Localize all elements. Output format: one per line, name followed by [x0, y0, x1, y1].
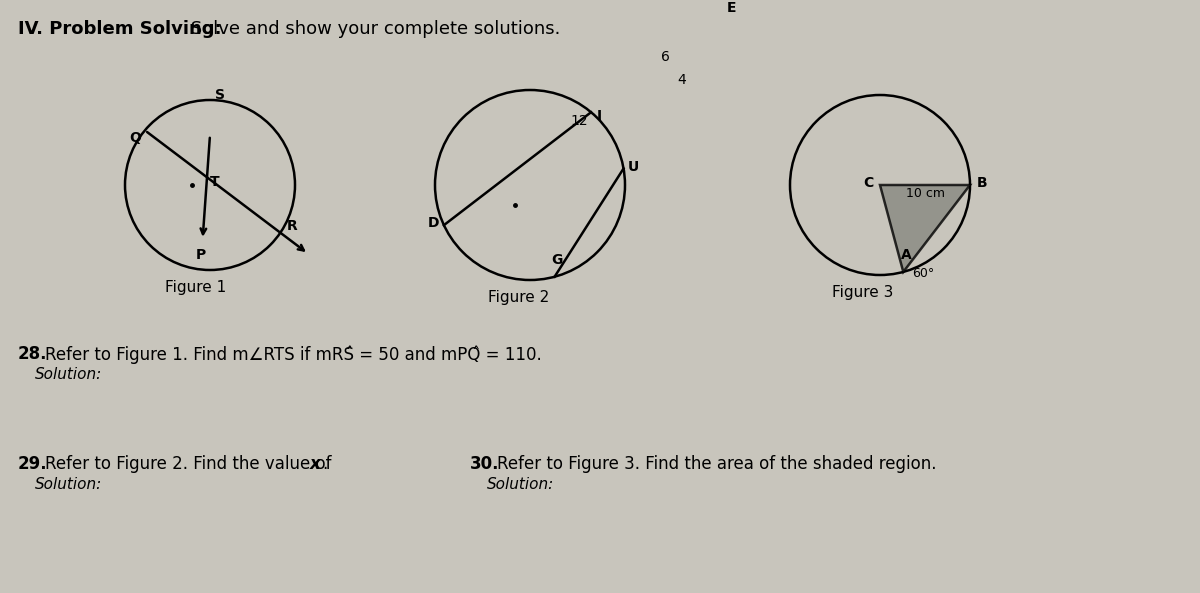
Text: 30.: 30. — [470, 455, 499, 473]
Text: Figure 1: Figure 1 — [166, 280, 227, 295]
Text: 10 cm: 10 cm — [906, 187, 944, 200]
Text: Q: Q — [128, 132, 140, 145]
Text: Solution:: Solution: — [35, 477, 102, 492]
Text: S: S — [215, 88, 226, 102]
Text: B: B — [977, 176, 988, 190]
Text: IV. Problem Solving:: IV. Problem Solving: — [18, 20, 222, 38]
Text: Refer to Figure 3. Find the area of the shaded region.: Refer to Figure 3. Find the area of the … — [497, 455, 936, 473]
Text: x: x — [310, 455, 320, 473]
Text: G: G — [551, 253, 563, 267]
Text: 12: 12 — [570, 114, 588, 129]
Text: .: . — [322, 455, 328, 473]
Polygon shape — [880, 185, 970, 272]
Text: P: P — [196, 248, 205, 262]
Text: Solve and show your complete solutions.: Solve and show your complete solutions. — [185, 20, 560, 38]
Text: 29.: 29. — [18, 455, 48, 473]
Text: Solution:: Solution: — [487, 477, 554, 492]
Text: I: I — [596, 109, 601, 123]
Text: Figure 2: Figure 2 — [488, 290, 550, 305]
Text: T: T — [210, 175, 220, 189]
Text: C: C — [863, 176, 874, 190]
Text: A: A — [901, 248, 912, 262]
Text: D: D — [428, 216, 439, 230]
Text: Refer to Figure 2. Find the value of: Refer to Figure 2. Find the value of — [46, 455, 337, 473]
Text: 4: 4 — [678, 73, 686, 87]
Text: 60°: 60° — [912, 267, 935, 280]
Text: E: E — [727, 1, 737, 15]
Text: Refer to Figure 1. Find m∠RTS if mRŜ = 50 and mPQ̂ = 110.: Refer to Figure 1. Find m∠RTS if mRŜ = … — [46, 345, 541, 364]
Text: Figure 3: Figure 3 — [832, 285, 893, 300]
Text: 28.: 28. — [18, 345, 48, 363]
Text: R: R — [287, 219, 298, 233]
Text: 6: 6 — [661, 50, 671, 64]
Text: Solution:: Solution: — [35, 367, 102, 382]
Text: U: U — [628, 160, 640, 174]
